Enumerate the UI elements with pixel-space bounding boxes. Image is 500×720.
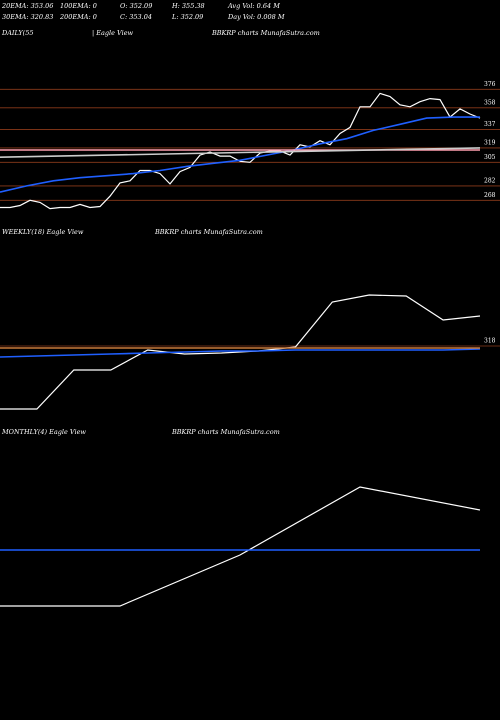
stat: 20EMA: 353.06 [1, 2, 53, 10]
panel-view: | Eagle View [92, 29, 134, 37]
y-tick-label: 305 [484, 154, 496, 161]
y-tick-label: 282 [484, 177, 496, 184]
series-line [0, 147, 481, 158]
series-line [0, 348, 481, 358]
panel-label: MONTHLY(4) Eagle View [1, 428, 86, 436]
y-tick-label: 268 [484, 192, 496, 199]
panel-title: BBKRP charts MunafaSutra.com [211, 29, 320, 37]
stat: O: 352.09 [120, 2, 152, 10]
panel-label: WEEKLY(18) Eagle View [2, 228, 84, 236]
panel-title: BBKRP charts MunafaSutra.com [171, 428, 280, 436]
y-tick-label: 358 [484, 99, 496, 106]
stat: 200EMA: 0 [59, 13, 97, 21]
series-line [0, 486, 481, 607]
stat: Day Vol: 0.008 M [227, 13, 285, 21]
stat: L: 352.09 [171, 13, 203, 21]
stat: 30EMA: 320.83 [2, 13, 53, 21]
panel-title: BBKRP charts MunafaSutra.com [154, 228, 263, 236]
series-line [0, 116, 480, 193]
stat: H: 355.38 [171, 2, 205, 10]
y-tick-label: 337 [484, 121, 496, 128]
series-line [0, 294, 481, 410]
stat: 100EMA: 0 [60, 2, 97, 10]
y-tick-label: 376 [484, 81, 496, 88]
y-tick-label: 319 [484, 139, 496, 146]
panel-label: DAILY(55 [1, 29, 33, 37]
stat: C: 353.04 [120, 13, 152, 21]
stat: Avg Vol: 0.64 M [227, 2, 280, 10]
series-line [0, 92, 481, 210]
y-tick-label: 318 [484, 338, 496, 345]
